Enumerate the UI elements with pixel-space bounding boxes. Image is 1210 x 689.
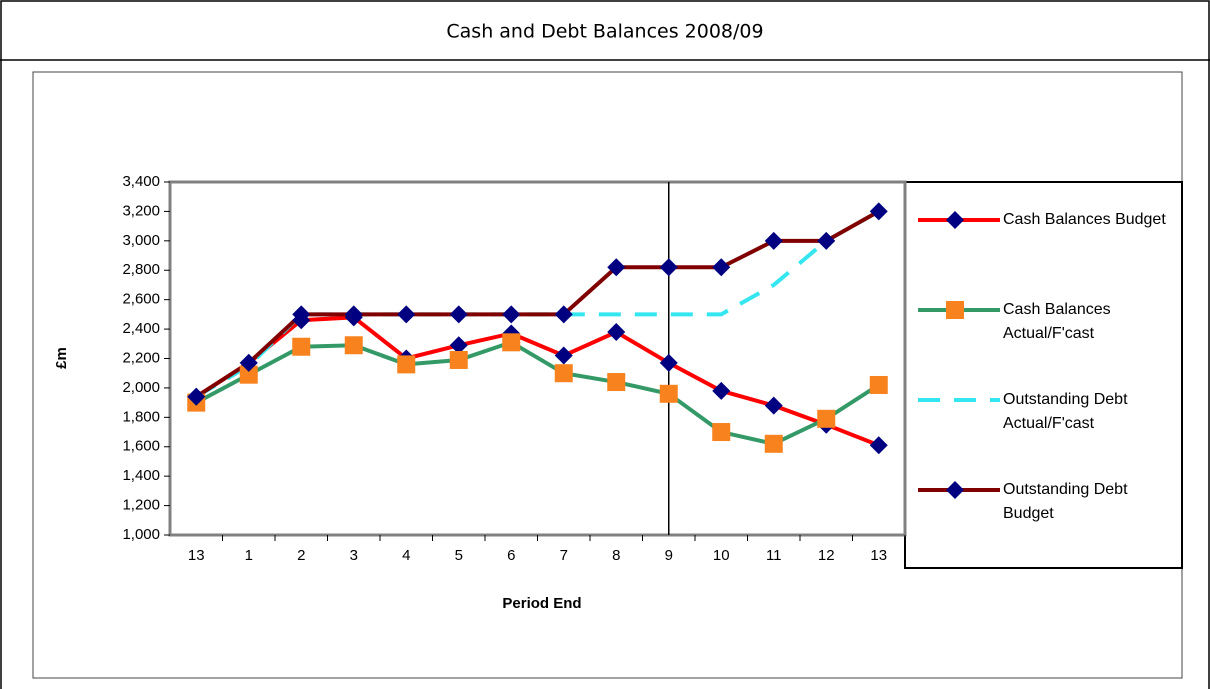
x-tick-label: 7 [560, 547, 568, 564]
marker [712, 258, 731, 277]
legend-label: Outstanding Debt Actual/F'cast [1003, 391, 1128, 432]
x-axis-title: Period End [502, 595, 581, 612]
legend-marker [946, 301, 964, 319]
x-tick-label: 2 [297, 547, 305, 564]
x-tick-label: 13 [870, 547, 887, 564]
x-tick-label: 4 [402, 547, 410, 564]
legend-marker [946, 211, 964, 229]
y-tick-label: 1,200 [122, 497, 160, 514]
x-tick-label: 8 [612, 547, 620, 564]
marker [239, 353, 258, 372]
x-tick-label: 13 [188, 547, 205, 564]
marker [187, 387, 206, 406]
marker [659, 258, 678, 277]
marker [712, 423, 731, 442]
marker [292, 337, 311, 356]
x-tick-label: 12 [818, 547, 835, 564]
marker [502, 333, 521, 352]
y-tick-label: 1,400 [122, 467, 160, 484]
marker [449, 350, 468, 369]
marker [397, 305, 416, 324]
y-tick-label: 2,000 [122, 379, 160, 396]
marker [449, 305, 468, 324]
y-tick-label: 2,600 [122, 291, 160, 308]
marker [869, 202, 888, 221]
marker [764, 231, 783, 250]
marker [292, 305, 311, 324]
series-line [195, 315, 880, 448]
marker [764, 396, 783, 415]
marker [712, 381, 731, 400]
legend-label: Cash Balances Actual/F'cast [1003, 301, 1111, 342]
chart-title: Cash and Debt Balances 2008/09 [446, 21, 763, 43]
marker [764, 434, 783, 453]
y-tick-label: 3,200 [122, 202, 160, 219]
x-tick-label: 11 [766, 547, 782, 564]
marker [239, 365, 258, 384]
marker [607, 373, 626, 392]
marker [869, 375, 888, 394]
marker [344, 305, 363, 324]
legend-marker [946, 481, 964, 499]
y-axis-title: £m [53, 347, 70, 369]
legend-label: Outstanding Debt Budget [1003, 481, 1128, 522]
marker [869, 436, 888, 455]
y-tick-label: 3,000 [122, 232, 160, 249]
y-tick-label: 3,400 [122, 173, 160, 190]
y-tick-label: 1,800 [122, 408, 160, 425]
x-tick-label: 9 [665, 547, 673, 564]
marker [449, 336, 468, 355]
y-tick-label: 2,800 [122, 261, 160, 278]
marker [817, 409, 836, 428]
y-tick-label: 1,600 [122, 438, 160, 455]
marker [344, 336, 363, 355]
marker [554, 305, 573, 324]
y-tick-label: 2,200 [122, 349, 160, 366]
marker [659, 353, 678, 372]
marker [607, 323, 626, 342]
legend-label: Cash Balances Budget [1003, 211, 1166, 228]
marker [554, 364, 573, 383]
y-tick-label: 1,000 [122, 526, 160, 543]
marker [502, 305, 521, 324]
legend-box [904, 181, 1183, 569]
marker [607, 258, 626, 277]
marker [659, 384, 678, 403]
x-tick-label: 3 [350, 547, 358, 564]
marker [554, 346, 573, 365]
x-tick-label: 1 [245, 547, 253, 564]
marker [817, 231, 836, 250]
x-tick-label: 6 [507, 547, 515, 564]
x-tick-label: 10 [713, 547, 730, 564]
marker [397, 355, 416, 374]
y-tick-label: 2,400 [122, 320, 160, 337]
x-tick-label: 5 [455, 547, 463, 564]
